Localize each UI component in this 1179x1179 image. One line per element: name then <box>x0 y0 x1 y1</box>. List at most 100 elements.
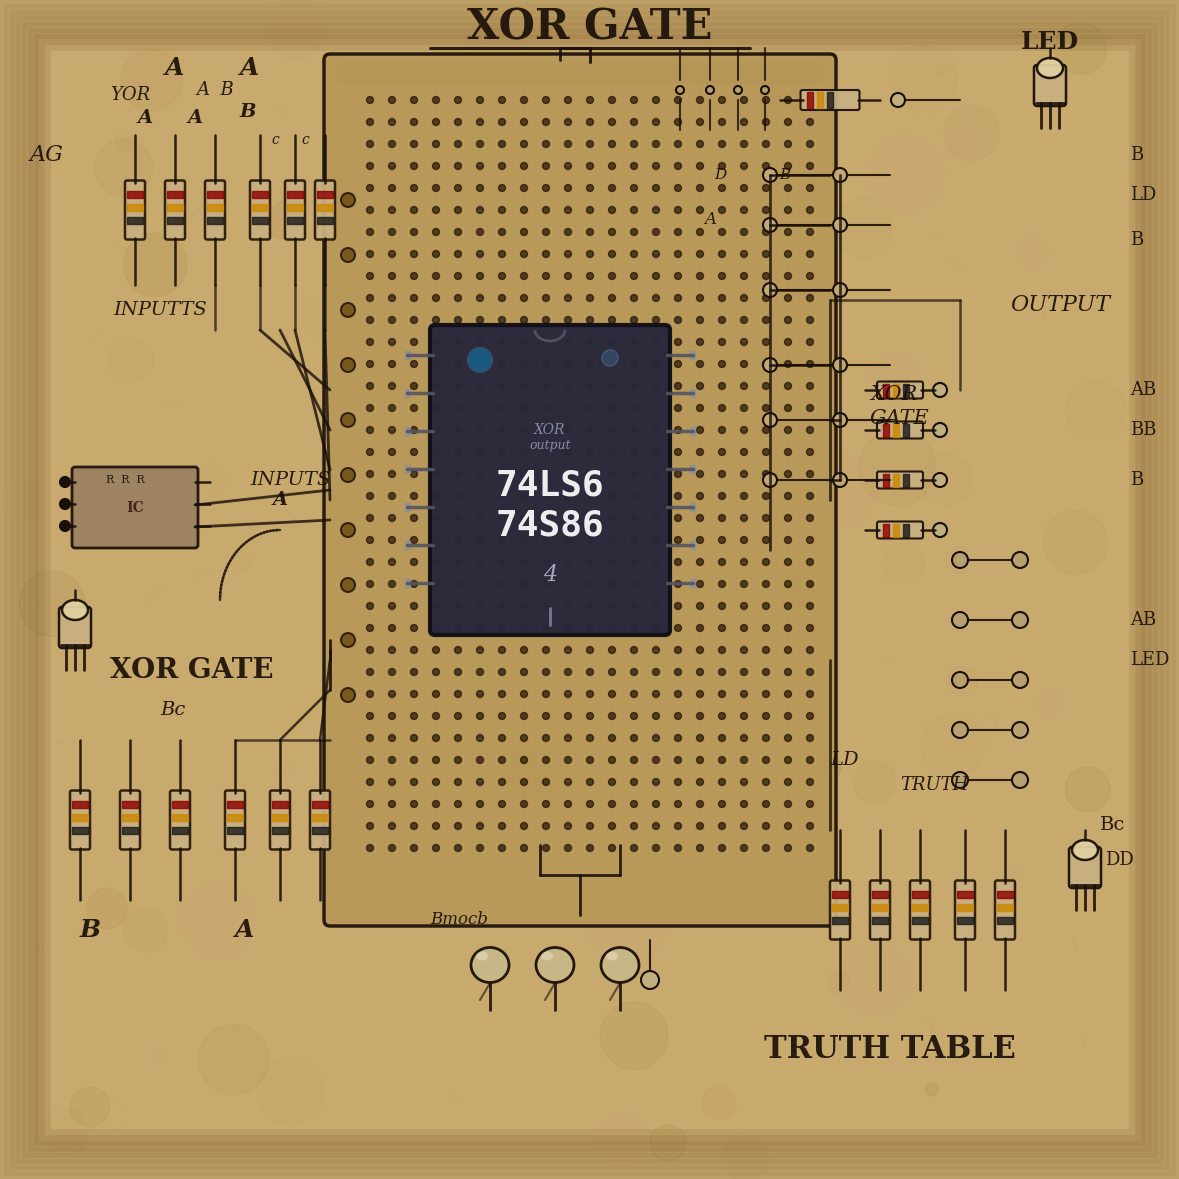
Circle shape <box>834 218 847 232</box>
Bar <box>690 579 694 587</box>
Circle shape <box>520 493 527 500</box>
Ellipse shape <box>470 948 509 982</box>
Text: A: A <box>138 108 152 127</box>
Circle shape <box>763 844 770 851</box>
Circle shape <box>367 119 374 125</box>
Bar <box>167 204 183 211</box>
Circle shape <box>806 844 814 851</box>
Circle shape <box>674 580 681 587</box>
Circle shape <box>454 382 461 389</box>
Circle shape <box>86 888 127 929</box>
Circle shape <box>631 140 638 147</box>
Circle shape <box>740 184 747 191</box>
Circle shape <box>784 580 791 587</box>
Circle shape <box>784 559 791 566</box>
Ellipse shape <box>476 951 488 961</box>
Circle shape <box>806 316 814 323</box>
Circle shape <box>784 361 791 368</box>
Circle shape <box>454 580 461 587</box>
Circle shape <box>718 184 725 191</box>
FancyBboxPatch shape <box>430 325 670 635</box>
Circle shape <box>151 1052 164 1063</box>
Circle shape <box>433 206 440 213</box>
Circle shape <box>433 493 440 500</box>
Circle shape <box>784 691 791 698</box>
Circle shape <box>367 712 374 719</box>
Circle shape <box>784 163 791 170</box>
Circle shape <box>410 514 417 521</box>
Circle shape <box>706 86 714 94</box>
Bar <box>690 541 694 549</box>
Circle shape <box>631 250 638 257</box>
Circle shape <box>410 316 417 323</box>
Text: Bc: Bc <box>160 702 185 719</box>
Circle shape <box>433 448 440 455</box>
Circle shape <box>652 646 659 653</box>
Circle shape <box>760 86 769 94</box>
Circle shape <box>784 206 791 213</box>
Circle shape <box>565 514 572 521</box>
Circle shape <box>806 691 814 698</box>
Circle shape <box>367 140 374 147</box>
Bar <box>406 579 410 587</box>
Text: D: D <box>713 167 726 182</box>
Circle shape <box>499 427 506 434</box>
Circle shape <box>763 167 777 182</box>
Circle shape <box>499 361 506 368</box>
Circle shape <box>433 361 440 368</box>
Circle shape <box>565 427 572 434</box>
Circle shape <box>389 119 395 125</box>
Circle shape <box>454 801 461 808</box>
Circle shape <box>806 295 814 302</box>
Circle shape <box>476 580 483 587</box>
Circle shape <box>476 691 483 698</box>
FancyBboxPatch shape <box>70 790 90 850</box>
Bar <box>806 92 812 108</box>
Circle shape <box>763 163 770 170</box>
Circle shape <box>718 801 725 808</box>
Circle shape <box>951 722 968 738</box>
Circle shape <box>499 382 506 389</box>
Circle shape <box>763 427 770 434</box>
Circle shape <box>476 229 483 236</box>
Circle shape <box>834 167 847 182</box>
Circle shape <box>389 427 395 434</box>
Circle shape <box>763 470 770 477</box>
Circle shape <box>674 316 681 323</box>
Circle shape <box>454 559 461 566</box>
Circle shape <box>697 448 704 455</box>
Bar <box>997 903 1013 910</box>
FancyBboxPatch shape <box>995 881 1015 940</box>
Circle shape <box>1043 511 1107 574</box>
Circle shape <box>631 119 638 125</box>
Circle shape <box>806 427 814 434</box>
Circle shape <box>718 404 725 411</box>
Circle shape <box>718 646 725 653</box>
Text: GATE: GATE <box>870 408 930 428</box>
Circle shape <box>454 493 461 500</box>
Circle shape <box>674 448 681 455</box>
Circle shape <box>740 801 747 808</box>
Text: A: A <box>187 108 203 127</box>
Circle shape <box>697 272 704 279</box>
Circle shape <box>631 668 638 676</box>
Bar <box>832 916 848 923</box>
Circle shape <box>834 283 847 297</box>
Circle shape <box>674 668 681 676</box>
Circle shape <box>718 361 725 368</box>
Circle shape <box>763 358 777 373</box>
Bar <box>883 523 889 536</box>
Circle shape <box>652 206 659 213</box>
Circle shape <box>565 602 572 610</box>
Circle shape <box>763 735 770 742</box>
Circle shape <box>806 206 814 213</box>
Bar <box>406 427 410 435</box>
Circle shape <box>652 801 659 808</box>
Circle shape <box>763 712 770 719</box>
Circle shape <box>389 602 395 610</box>
Circle shape <box>410 580 417 587</box>
Circle shape <box>499 404 506 411</box>
Circle shape <box>740 119 747 125</box>
Circle shape <box>740 844 747 851</box>
Circle shape <box>499 295 506 302</box>
